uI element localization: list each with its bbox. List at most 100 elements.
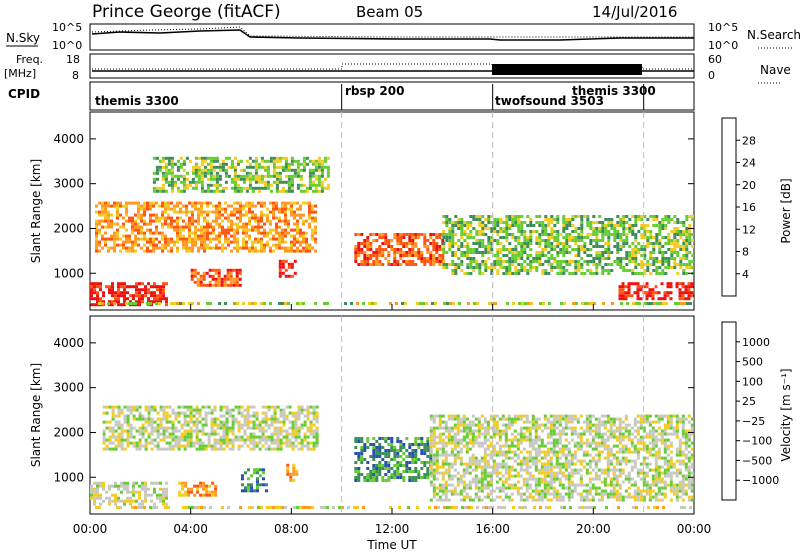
echo-cell — [104, 207, 107, 211]
echo-cell — [164, 168, 168, 172]
echo-cell — [523, 221, 527, 224]
echo-cell — [528, 465, 532, 469]
echo-cell — [170, 201, 173, 205]
echo-cell — [251, 186, 255, 190]
echo-cell — [679, 245, 683, 248]
nsky-tick-right-top: 10^5 — [708, 21, 738, 34]
echo-cell — [137, 228, 140, 232]
echo-cell — [215, 189, 219, 193]
echo-cell — [411, 470, 415, 473]
echo-cell — [198, 429, 202, 433]
echo-cell — [300, 444, 304, 448]
echo-cell — [468, 483, 472, 487]
echo-cell — [95, 240, 98, 244]
echo-cell — [646, 263, 650, 266]
echo-cell — [490, 221, 494, 224]
echo-cell — [662, 302, 665, 305]
echo-cell — [486, 462, 490, 466]
echo-cell — [534, 498, 538, 502]
echo-cell — [144, 288, 147, 292]
echo-cell — [197, 249, 200, 253]
echo-cell — [207, 435, 211, 439]
echo-cell — [616, 233, 620, 236]
echo-cell — [514, 236, 518, 239]
echo-cell — [378, 467, 382, 470]
echo-cell — [201, 405, 205, 409]
echo-cell — [552, 450, 556, 454]
echo-cell — [483, 486, 487, 490]
echo-cell — [290, 156, 294, 160]
echo-cell — [285, 441, 289, 445]
echo-cell — [444, 426, 448, 430]
echo-cell — [138, 484, 141, 488]
echo-cell — [308, 174, 312, 178]
echo-cell — [228, 438, 232, 442]
echo-cell — [550, 218, 554, 221]
echo-cell — [586, 269, 590, 272]
echo-cell — [116, 216, 119, 220]
echo-cell — [214, 277, 218, 281]
echo-cell — [206, 210, 209, 214]
echo-cell — [481, 251, 485, 254]
echo-cell — [580, 239, 584, 242]
echo-cell — [171, 423, 175, 427]
echo-cell — [240, 444, 244, 448]
echo-cell — [183, 420, 187, 424]
echo-cell — [93, 493, 96, 497]
echo-cell — [251, 302, 254, 305]
echo-cell — [278, 156, 282, 160]
echo-cell — [607, 254, 611, 257]
echo-cell — [489, 474, 493, 478]
echo-cell — [517, 272, 521, 275]
echo-cell — [179, 174, 183, 178]
echo-cell — [616, 236, 620, 239]
echo-cell — [287, 162, 291, 166]
echo-cell — [445, 218, 449, 221]
echo-cell — [670, 242, 674, 245]
echo-cell — [396, 461, 400, 464]
echo-cell — [637, 251, 641, 254]
echo-cell — [546, 474, 550, 478]
echo-cell — [269, 249, 272, 253]
echo-cell — [484, 269, 488, 272]
echo-cell — [247, 483, 250, 487]
echo-cell — [155, 177, 159, 181]
echo-cell — [523, 230, 527, 233]
echo-cell — [565, 260, 569, 263]
echo-cell — [435, 450, 439, 454]
echo-cell — [595, 230, 599, 233]
echo-cell — [126, 490, 129, 494]
echo-cell — [176, 222, 179, 226]
echo-cell — [525, 477, 529, 481]
echo-cell — [159, 294, 162, 298]
echo-cell — [132, 490, 135, 494]
echo-cell — [490, 269, 494, 272]
echo-cell — [583, 215, 587, 218]
echo-cell — [228, 408, 232, 412]
echo-cell — [519, 495, 523, 499]
echo-cell — [302, 201, 305, 205]
echo-cell — [209, 168, 213, 172]
echo-cell — [622, 227, 626, 230]
echo-cell — [227, 174, 231, 178]
echo-cell — [628, 230, 632, 233]
echo-cell — [165, 297, 168, 301]
echo-cell — [266, 183, 270, 187]
echo-cell — [183, 417, 187, 421]
echo-cell — [111, 408, 115, 412]
echo-cell — [496, 218, 500, 221]
echo-cell — [399, 263, 403, 266]
echo-cell — [129, 411, 133, 415]
echo-cell — [312, 429, 316, 433]
echo-cell — [667, 233, 671, 236]
echo-cell — [120, 490, 123, 494]
echo-cell — [562, 260, 566, 263]
echo-cell — [688, 242, 692, 245]
echo-cell — [495, 462, 499, 466]
echo-cell — [99, 502, 102, 506]
echo-cell — [528, 444, 532, 448]
echo-cell — [190, 487, 194, 491]
echo-cell — [149, 237, 152, 241]
echo-cell — [598, 260, 602, 263]
echo-cell — [284, 204, 287, 208]
